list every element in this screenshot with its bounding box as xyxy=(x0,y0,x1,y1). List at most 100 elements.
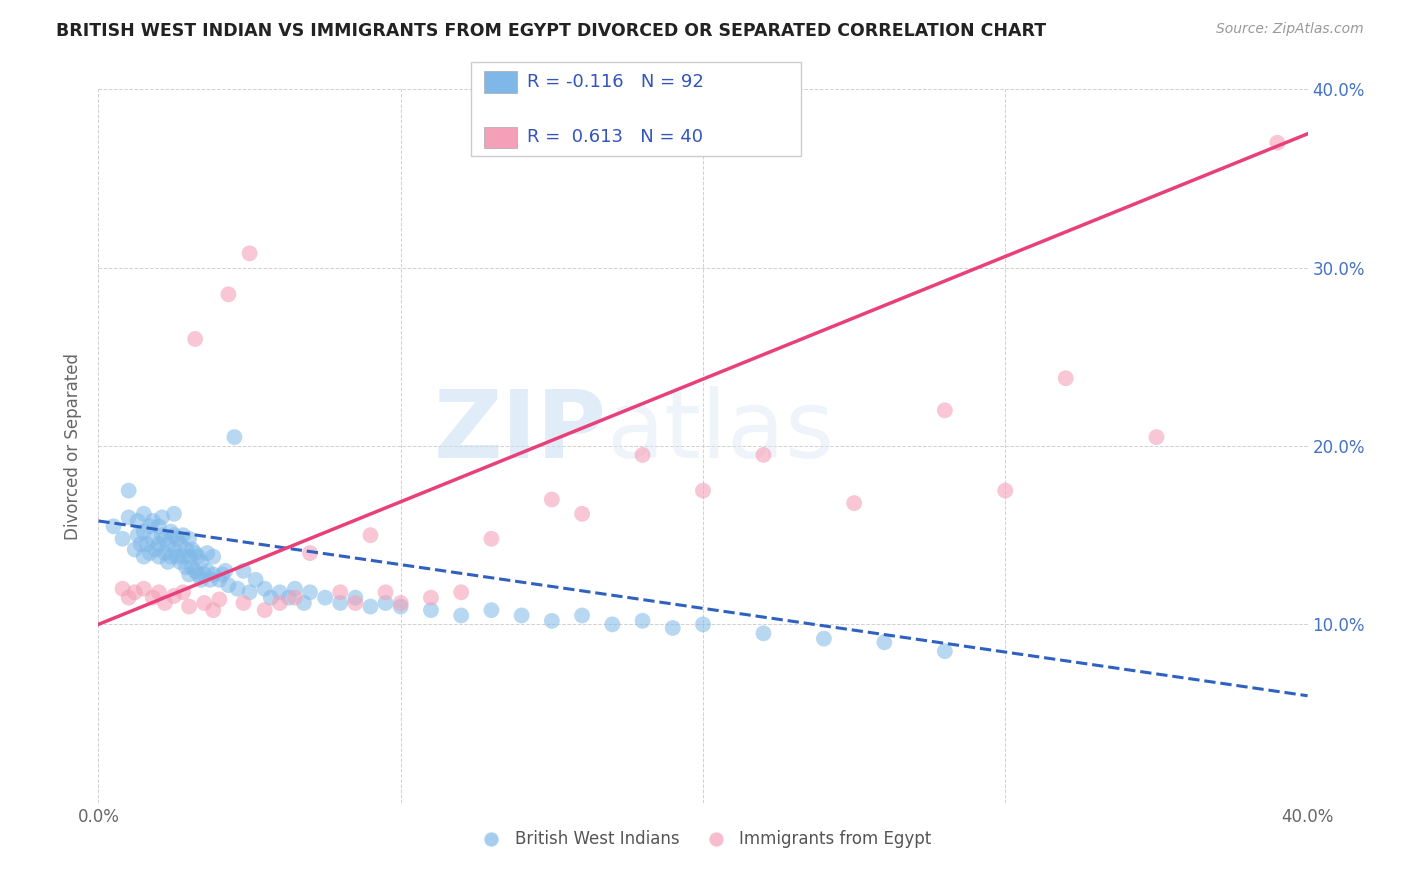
Point xyxy=(184,564,207,578)
Point xyxy=(103,519,125,533)
Point xyxy=(253,603,276,617)
Point xyxy=(184,332,207,346)
Point xyxy=(389,599,412,614)
Point xyxy=(142,514,165,528)
Point xyxy=(217,578,239,592)
Point xyxy=(193,567,215,582)
Point xyxy=(132,549,155,564)
Point xyxy=(277,591,299,605)
Point xyxy=(148,519,170,533)
Point xyxy=(934,644,956,658)
Point xyxy=(260,591,283,605)
Point xyxy=(481,603,503,617)
Point xyxy=(111,532,134,546)
Point xyxy=(195,564,218,578)
Point xyxy=(344,596,367,610)
Point xyxy=(160,524,183,539)
Point xyxy=(129,537,152,551)
Point xyxy=(202,603,225,617)
Point xyxy=(450,585,472,599)
Point xyxy=(360,528,382,542)
Point xyxy=(184,546,207,560)
Point xyxy=(132,507,155,521)
Point xyxy=(118,483,141,498)
Point xyxy=(253,582,276,596)
Point xyxy=(450,608,472,623)
Point xyxy=(153,546,176,560)
Point xyxy=(179,567,201,582)
Point xyxy=(179,549,201,564)
Point xyxy=(540,614,562,628)
Point xyxy=(232,596,254,610)
Point xyxy=(344,591,367,605)
Y-axis label: Divorced or Separated: Divorced or Separated xyxy=(65,352,83,540)
Point xyxy=(994,483,1017,498)
Point xyxy=(389,596,412,610)
Point xyxy=(374,596,396,610)
Point xyxy=(163,507,186,521)
Point xyxy=(181,560,204,574)
Point xyxy=(239,585,262,599)
Point xyxy=(934,403,956,417)
Text: R =  0.613   N = 40: R = 0.613 N = 40 xyxy=(527,128,703,146)
Text: R = -0.116   N = 92: R = -0.116 N = 92 xyxy=(527,73,704,91)
Point xyxy=(239,246,262,260)
Point xyxy=(374,585,396,599)
Point xyxy=(187,567,209,582)
Point xyxy=(202,567,225,582)
Point xyxy=(211,567,233,582)
Point xyxy=(172,528,194,542)
Point xyxy=(127,514,149,528)
Point xyxy=(360,599,382,614)
Point xyxy=(602,617,624,632)
Point xyxy=(142,591,165,605)
Point xyxy=(172,585,194,599)
Text: ZIP: ZIP xyxy=(433,385,606,478)
Point xyxy=(631,448,654,462)
Point xyxy=(153,596,176,610)
Text: BRITISH WEST INDIAN VS IMMIGRANTS FROM EGYPT DIVORCED OR SEPARATED CORRELATION C: BRITISH WEST INDIAN VS IMMIGRANTS FROM E… xyxy=(56,22,1046,40)
Point xyxy=(187,549,209,564)
Point xyxy=(153,532,176,546)
Text: atlas: atlas xyxy=(606,385,835,478)
Point xyxy=(111,582,134,596)
Point xyxy=(510,608,533,623)
Point xyxy=(150,528,173,542)
Point xyxy=(148,549,170,564)
Point xyxy=(156,555,179,569)
Point xyxy=(148,537,170,551)
Point xyxy=(269,585,291,599)
Point xyxy=(224,430,246,444)
Point xyxy=(661,621,683,635)
Point xyxy=(692,617,714,632)
Point xyxy=(150,510,173,524)
Point xyxy=(571,507,593,521)
Point xyxy=(420,591,443,605)
Point xyxy=(481,532,503,546)
Point xyxy=(179,532,201,546)
Text: Source: ZipAtlas.com: Source: ZipAtlas.com xyxy=(1216,22,1364,37)
Point xyxy=(752,626,775,640)
Point xyxy=(299,585,322,599)
Point xyxy=(142,532,165,546)
Point xyxy=(329,596,352,610)
Point xyxy=(156,537,179,551)
Point xyxy=(195,546,218,560)
Point xyxy=(118,591,141,605)
Point xyxy=(174,560,197,574)
Point xyxy=(217,287,239,301)
Point xyxy=(172,549,194,564)
Point xyxy=(1267,136,1289,150)
Point xyxy=(163,589,186,603)
Point xyxy=(174,542,197,557)
Point xyxy=(139,519,162,533)
Point xyxy=(299,546,322,560)
Point xyxy=(160,549,183,564)
Point xyxy=(631,614,654,628)
Point xyxy=(329,585,352,599)
Point xyxy=(200,573,222,587)
Point xyxy=(540,492,562,507)
Point xyxy=(202,549,225,564)
Point xyxy=(314,591,336,605)
Point xyxy=(292,596,315,610)
